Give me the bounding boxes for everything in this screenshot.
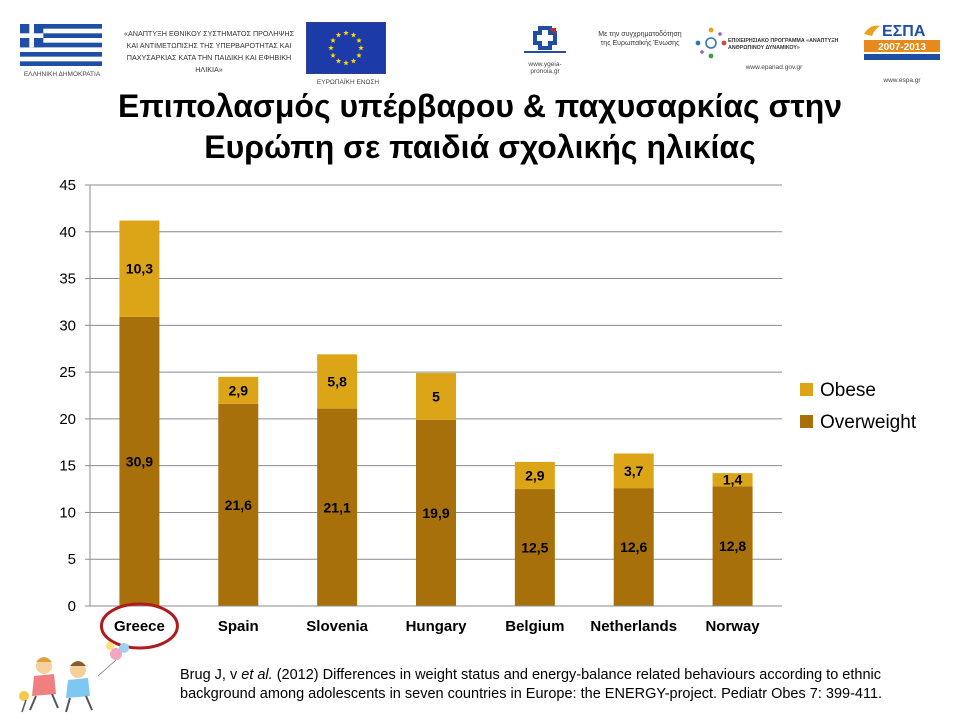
y-tick-label: 35 (59, 271, 76, 288)
eu-star-icon (328, 45, 334, 51)
y-tick-label: 25 (59, 364, 76, 381)
bar-segment-obese (317, 354, 358, 409)
ministry-url: www.ygeia-pronoia.gr (528, 61, 562, 75)
y-tick-label: 30 (59, 317, 76, 334)
x-tick-label: Norway (705, 618, 760, 635)
children-illustration-icon (19, 642, 129, 713)
ministry-cross-icon (524, 26, 566, 53)
y-axis: 0 5 10 15 20 25 30 35 40 45 (59, 177, 91, 615)
eu-star-icon (343, 30, 349, 36)
data-label: 12,6 (620, 539, 647, 555)
data-label: 2,9 (525, 467, 545, 483)
eu-star-icon (356, 52, 362, 58)
greek-flag-icon (20, 24, 102, 66)
data-label: 21,6 (225, 497, 252, 513)
y-tick-label: 10 (59, 504, 76, 521)
data-label: 21,1 (324, 499, 351, 515)
bar-segment-overweight (712, 486, 753, 606)
logo-header: ΕΛΛΗΝΙΚΗ ΔΗΜΟΚΡΑΤΙΑ «ΑΝΑΠΤΥΞΗ ΕΘΝΙΚΟΥ ΣΥ… (0, 0, 960, 86)
y-tick-label: 45 (59, 177, 76, 194)
eu-flag-icon (305, 21, 387, 75)
espa-emblem-icon: ΕΣΠΑ 2007-2013 (864, 23, 940, 60)
y-tick-label: 0 (68, 598, 76, 615)
espa-url: www.espa.gr (883, 77, 921, 84)
legend-swatch-obese (800, 383, 813, 396)
eu-star-icon (330, 52, 336, 58)
legend-swatch-overweight (800, 415, 813, 428)
x-tick-label: Spain (218, 618, 259, 635)
data-label: 19,9 (422, 505, 449, 521)
bar-segment-obese (416, 373, 456, 420)
eu-star-icon (335, 57, 342, 64)
highlight-ellipse (99, 602, 179, 650)
ministry-logo: www.ygeia-pronoia.gr (516, 24, 574, 75)
slide-title-line1: Επιπολασμός υπέρβαρου & παχυσαρκίας στην (117, 88, 843, 124)
bar-segment-overweight (317, 408, 358, 606)
x-tick-label: Slovenia (306, 618, 368, 635)
bar-segment-overweight (613, 488, 654, 606)
eu-flag-logo: ΕΥΡΩΠΑΪΚΗ ΕΝΩΣΗ (305, 21, 390, 86)
x-tick-label: Netherlands (590, 618, 677, 635)
citation-rest: (2012) Differences in weight status and … (180, 667, 883, 702)
citation-etal: et al. (241, 667, 273, 683)
data-label: 3,7 (624, 463, 644, 479)
y-tick-label: 15 (59, 458, 76, 475)
bar-segment-obese (712, 473, 753, 487)
x-tick-label: Belgium (505, 618, 564, 635)
program-url: www.epanad.gov.gr (745, 64, 803, 71)
data-label: 2,9 (229, 382, 249, 398)
bar-segment-obese (613, 453, 654, 489)
project-text: «ΑΝΑΠΤΥΞΗ ΕΘΝΙΚΟΥ ΣΥΣΤΗΜΑΤΟΣ ΠΡΟΛΗΨΗΣ ΚΑ… (123, 29, 295, 74)
espa-title-text: ΕΣΠΑ (882, 23, 926, 40)
y-tick-label: 40 (59, 224, 76, 241)
eu-star-icon (335, 32, 342, 38)
legend-label-overweight: Overweight (820, 412, 917, 433)
x-tick-label: Greece (114, 618, 165, 635)
x-axis: Greece Spain Slovenia Hungary Belgium Netherl… (90, 602, 782, 650)
data-label: 30,9 (126, 453, 153, 469)
bar-segment-overweight (514, 489, 555, 606)
bar-segment-obese (218, 376, 259, 404)
citation-authors: Brug J, v (180, 667, 242, 683)
data-label: 1,4 (723, 472, 743, 488)
data-label: 10,3 (126, 261, 153, 277)
y-tick-label: 20 (59, 411, 76, 428)
bar-segment-obese (119, 220, 160, 317)
greek-flag-caption: ΕΛΛΗΝΙΚΗ ΔΗΜΟΚΡΑΤΙΑ (23, 71, 101, 78)
greek-flag-logo: ΕΛΛΗΝΙΚΗ ΔΗΜΟΚΡΑΤΙΑ (20, 24, 104, 78)
data-label: 5 (432, 388, 440, 404)
eu-star-icon (343, 60, 349, 66)
y-tick-label: 5 (68, 551, 76, 568)
eu-flag-caption: ΕΥΡΩΠΑΪΚΗ ΕΝΩΣΗ (316, 79, 380, 86)
espa-logo: ΕΣΠΑ 2007-2013 www.espa.gr (860, 20, 944, 84)
bars: 30,9 10,3 21,6 2,9 21,1 5,8 19,9 5 12,5 2,9 12,6 3,… (119, 220, 753, 606)
data-label: 12,5 (521, 540, 548, 556)
bar-segment-obese (514, 461, 555, 490)
eu-star-icon (358, 45, 364, 51)
data-label: 12,8 (719, 538, 746, 554)
program-emblem-icon (695, 27, 727, 59)
eu-star-icon (330, 37, 336, 43)
bar-segment-overweight (218, 403, 259, 606)
bar-segment-overweight (416, 419, 456, 606)
x-tick-label: Hungary (406, 618, 468, 635)
eu-star-icon (356, 37, 362, 43)
legend-label-obese: Obese (820, 380, 876, 401)
espa-years-text: 2007-2013 (878, 42, 926, 53)
cofunding-text: Με την συγχρηματοδότηση της Ευρωπαϊκής Έ… (598, 31, 682, 47)
bar-segment-overweight (119, 316, 160, 606)
eu-star-icon (350, 57, 357, 64)
data-label: 5,8 (327, 373, 347, 389)
eu-star-icon (350, 32, 357, 38)
legend: Obese Overweight (800, 380, 917, 433)
slide-title-line2: Ευρώπη σε παιδιά σχολικής ηλικίας (204, 129, 756, 165)
program-name: ΕΠΙΧΕΙΡΗΣΙΑΚΟ ΠΡΟΓΡΑΜΜΑ «ΑΝΑΠΤΥΞΗ ΑΝΘΡΩΠ… (728, 38, 839, 51)
citation: Brug J, v et al. (2012) Differences in w… (180, 666, 955, 704)
slide-title: Επιπολασμός υπέρβαρου & παχυσαρκίας στην… (0, 86, 960, 168)
